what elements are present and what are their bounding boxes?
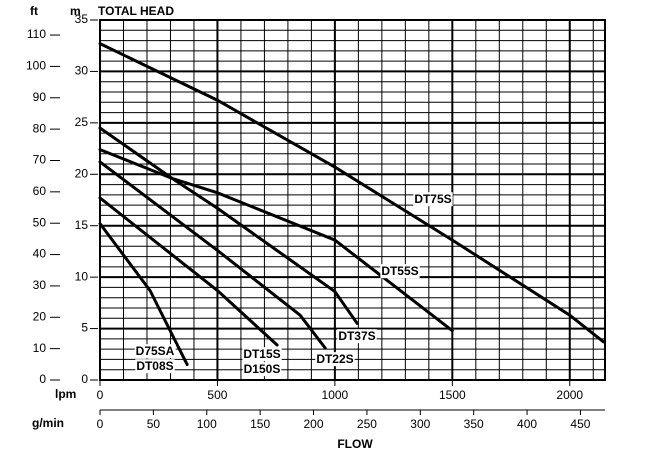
y2-tick-label: 110	[27, 27, 46, 41]
y-tick-label: 30	[75, 64, 89, 78]
y-tick-label: 20	[75, 166, 89, 180]
y2-tick-label: 30	[33, 278, 47, 292]
x2-tick-label: 150	[250, 417, 270, 431]
pump-curve	[98, 160, 327, 350]
x2-tick-label: 50	[147, 417, 161, 431]
pump-curve	[98, 222, 189, 367]
x-tick-label: 2000	[556, 388, 583, 402]
curve-label: DT08S	[136, 359, 173, 373]
y2-tick-label: 80	[33, 121, 47, 135]
x2-tick-label: 300	[410, 417, 430, 431]
x-tick-label: 1500	[439, 388, 466, 402]
x-unit: lpm	[55, 387, 76, 401]
x-tick-label: 500	[207, 388, 227, 402]
curve-label-bg	[135, 359, 175, 374]
y2-tick-label: 40	[33, 247, 47, 261]
y2-tick-label: 0	[39, 372, 46, 386]
curve-label-bg	[380, 264, 420, 279]
x2-tick-label: 250	[357, 417, 377, 431]
y2-tick-label: 10	[33, 341, 47, 355]
y-tick-label: 0	[81, 372, 88, 386]
y2-tick-label: 70	[33, 153, 47, 167]
curve-label: D75SA	[136, 344, 175, 358]
curve-label-bg	[337, 329, 377, 344]
x2-tick-label: 200	[304, 417, 324, 431]
y-tick-label: 25	[75, 115, 89, 129]
y2-tick-label: 100	[26, 59, 46, 73]
curve-label-bg	[242, 347, 282, 362]
curve-label: DT75S	[414, 192, 451, 206]
curve-label-bg	[242, 362, 282, 377]
y-tick-label: 35	[75, 12, 89, 26]
curve-label-bg	[413, 192, 453, 207]
y2-tick-label: 20	[33, 309, 47, 323]
pump-curve	[98, 196, 279, 347]
chart-title: TOTAL HEAD	[98, 4, 174, 18]
curve-label-bg	[315, 352, 355, 367]
y-tick-label: 5	[81, 321, 88, 335]
x2-tick-label: 100	[197, 417, 217, 431]
x2-unit: g/min	[32, 416, 64, 430]
pump-curve	[98, 126, 454, 333]
y2-unit: ft	[30, 4, 38, 18]
y-unit: m	[70, 4, 81, 18]
x2-tick-label: 350	[464, 417, 484, 431]
curve-label: DT15S	[243, 347, 280, 361]
y-tick-label: 15	[75, 218, 89, 232]
y-tick-label: 10	[75, 269, 89, 283]
curve-label: DT22S	[316, 352, 353, 366]
plot-frame	[99, 19, 606, 381]
y2-tick-label: 50	[33, 215, 47, 229]
curve-label-bg	[134, 344, 176, 359]
y2-tick-label: 60	[33, 184, 47, 198]
x-tick-label: 0	[97, 388, 104, 402]
x2-tick-label: 0	[97, 417, 104, 431]
x-label: FLOW	[337, 437, 373, 451]
pump-curve	[98, 42, 606, 344]
pump-curve	[98, 148, 359, 325]
x2-tick-label: 400	[517, 417, 537, 431]
x2-tick-label: 450	[570, 417, 590, 431]
x-tick-label: 1000	[322, 388, 349, 402]
y2-tick-label: 90	[33, 90, 47, 104]
curve-label: D150S	[244, 362, 281, 376]
curve-label: DT55S	[381, 264, 418, 278]
curve-label: DT37S	[338, 329, 375, 343]
